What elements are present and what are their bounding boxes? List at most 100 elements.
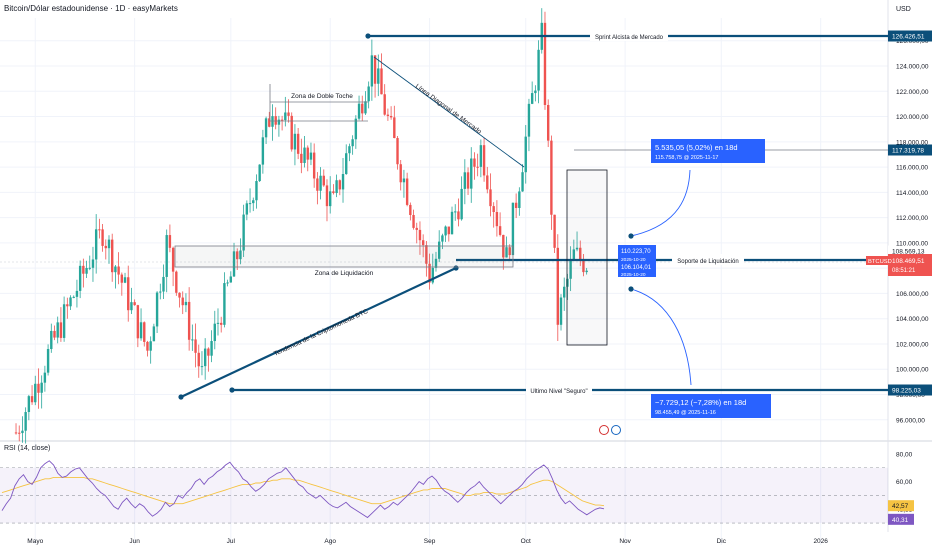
candle-body xyxy=(187,301,191,340)
bottom-price-label-bg xyxy=(888,384,932,396)
measure-high: 110.223,70 xyxy=(621,249,651,255)
event-flag-icon xyxy=(611,425,621,435)
countdown-label: 08:51:21 xyxy=(892,268,916,274)
candle-body xyxy=(399,164,402,183)
last-price-label: 108.469,51 xyxy=(892,258,925,265)
candle-body xyxy=(293,133,297,150)
candle-body xyxy=(229,276,233,283)
candle-body xyxy=(457,211,460,220)
candle-body xyxy=(316,178,319,191)
candle-body xyxy=(149,341,152,351)
candle-body xyxy=(165,235,168,277)
candle-body xyxy=(508,247,511,256)
time-tick: Oct xyxy=(521,538,531,545)
candle-body xyxy=(14,432,18,434)
currency-label[interactable]: USD xyxy=(896,6,911,13)
candle-body xyxy=(492,206,495,213)
time-tick: Sep xyxy=(424,538,436,545)
candle-body xyxy=(146,341,149,351)
candle-body xyxy=(136,305,140,339)
candle-body xyxy=(155,292,159,327)
symbol-tag: BTCUSD xyxy=(868,259,892,265)
candle-body xyxy=(178,292,181,298)
safe-level-label: Ultimo Nivel "Seguro" xyxy=(530,389,587,395)
candle-body xyxy=(94,229,98,260)
time-tick: Dic xyxy=(717,538,727,545)
support-level-label: Soporte de Liquidación xyxy=(677,259,738,265)
candle-body xyxy=(556,247,560,325)
sprint-level-start-dot xyxy=(365,33,371,39)
price-tick: 98.000,00 xyxy=(896,392,925,399)
candle-body xyxy=(219,322,223,325)
last-price-bg xyxy=(888,254,932,276)
time-tick: Jun xyxy=(129,538,140,545)
candle-body xyxy=(139,322,143,339)
chart-title: Bitcoin/Dólar estadounidense · 1D · easy… xyxy=(4,4,178,13)
candle-body xyxy=(255,181,258,201)
rsi-tag-bg xyxy=(888,513,914,525)
candle-body xyxy=(37,383,40,393)
candle-body xyxy=(175,271,178,293)
time-tick: Jul xyxy=(227,538,236,545)
rsi-ma-line xyxy=(1,476,605,507)
price-tick: 106.000,00 xyxy=(896,291,929,298)
sprint-label-bg xyxy=(590,30,668,41)
time-tick: 2026 xyxy=(813,538,828,545)
candle-body xyxy=(431,267,434,283)
candle-body xyxy=(332,191,335,194)
candle-body xyxy=(309,152,313,160)
candle-body xyxy=(75,290,79,297)
candle-body xyxy=(460,188,463,220)
candle-body xyxy=(59,322,63,338)
candle-body xyxy=(495,212,499,227)
candle-body xyxy=(223,283,226,325)
candle-body xyxy=(345,153,348,175)
candle-body xyxy=(168,235,172,248)
range-box xyxy=(566,169,608,346)
projection-down-text: −7.729,12 (−7,28%) en 18d xyxy=(655,398,746,407)
candle-body xyxy=(527,103,531,137)
candle-body xyxy=(335,180,338,194)
candle-body xyxy=(325,185,329,207)
measure-date1: 2025-10-20 xyxy=(621,257,646,263)
candle-body xyxy=(66,304,69,307)
candle-body xyxy=(114,266,117,273)
candle-body xyxy=(447,226,451,235)
candle-body xyxy=(367,86,370,102)
candle-body xyxy=(159,291,162,293)
candle-body xyxy=(21,430,24,434)
candle-body xyxy=(127,277,130,311)
candle-body xyxy=(470,158,473,189)
price-tick: 102.000,00 xyxy=(896,341,929,348)
candle-body xyxy=(197,352,200,367)
safe-level-start-dot xyxy=(229,387,235,393)
candle-body xyxy=(242,214,245,251)
double-top-label: Zona de Doble Toche xyxy=(291,93,353,100)
candle-body xyxy=(69,297,72,307)
rsi-tick: 60,00 xyxy=(896,479,913,486)
candle-body xyxy=(30,396,34,403)
projection-up-box xyxy=(651,139,765,163)
projection-up-dot xyxy=(628,233,634,239)
candle-body xyxy=(319,175,322,191)
candle-body xyxy=(312,152,316,179)
candle-body xyxy=(338,180,342,190)
candle-body xyxy=(210,341,213,356)
time-tick: Nov xyxy=(619,538,631,545)
candle-body xyxy=(559,297,563,325)
diagonal-line xyxy=(373,56,525,168)
candle-body xyxy=(450,211,454,235)
candle-body xyxy=(572,249,576,260)
candle-body xyxy=(511,202,515,256)
candle-body xyxy=(213,323,216,342)
candle-body xyxy=(40,382,43,393)
candle-body xyxy=(181,297,184,306)
candle-body xyxy=(505,247,508,258)
projection-curve-down xyxy=(630,288,692,386)
candle-body xyxy=(274,116,277,125)
candle-body xyxy=(380,68,383,95)
candle-body xyxy=(184,301,188,306)
price-tick: 114.000,00 xyxy=(896,190,928,197)
